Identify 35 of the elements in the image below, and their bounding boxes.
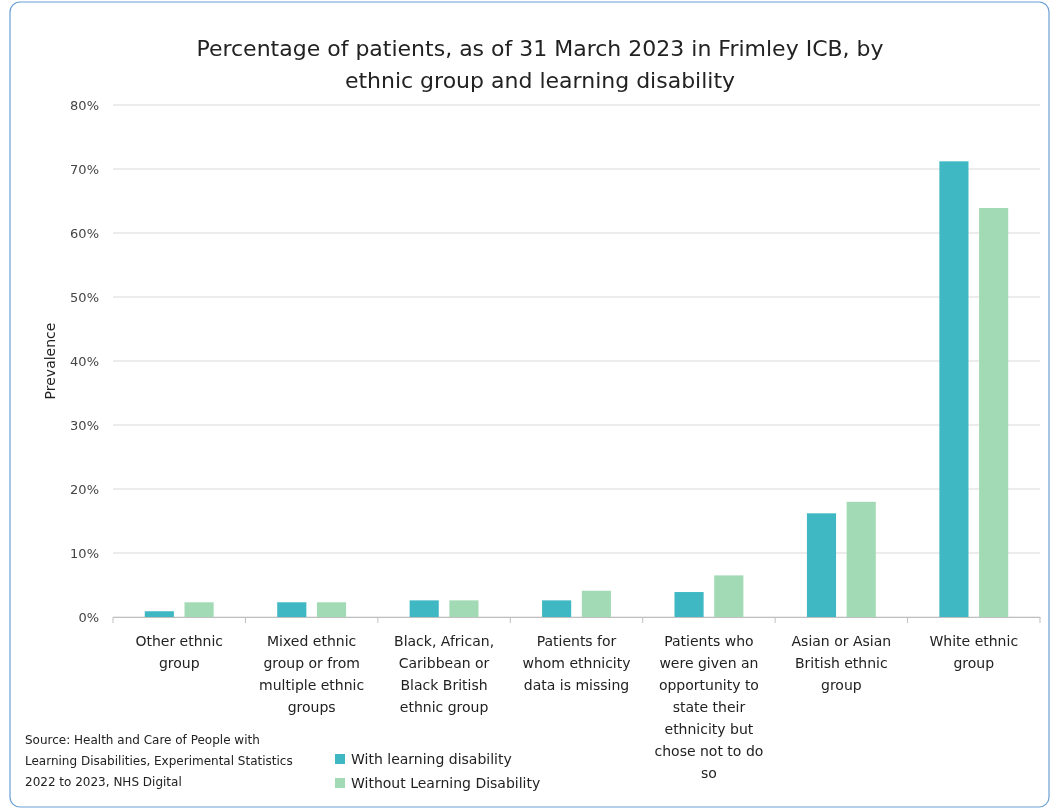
x-tick-label: White ethnic group	[929, 633, 1019, 671]
y-tick-label: 80%	[70, 97, 99, 113]
bar	[277, 602, 307, 617]
x-tick-label: Patients for whom ethnicity data is missing	[522, 633, 631, 693]
x-tick-label: Other ethnic group	[135, 633, 224, 671]
y-tick-label: 30%	[70, 417, 99, 433]
bar	[449, 600, 479, 617]
x-tick-label: Black, African, Caribbean or Black British ethnic group	[394, 633, 495, 715]
y-tick-label: 20%	[70, 481, 99, 497]
bar	[846, 501, 876, 617]
bar	[674, 592, 704, 617]
legend-label: With learning disability	[351, 751, 512, 767]
x-tick-label: Patients who were given an opportunity to state their ethnicity but chose not to do so	[654, 633, 764, 781]
bar	[979, 208, 1009, 617]
y-tick-label: 10%	[70, 545, 99, 561]
y-tick-label: 50%	[70, 289, 99, 305]
bar	[542, 600, 572, 617]
bar	[806, 513, 837, 617]
legend-label: Without Learning Disability	[351, 775, 541, 791]
y-axis-title: Prevalence	[42, 322, 58, 400]
bar	[144, 611, 174, 617]
y-tick-label: 40%	[70, 353, 99, 369]
bar	[581, 590, 611, 617]
bar	[939, 161, 969, 617]
source-note: Source: Health and Care of People with Learning Disabilities, Experimental Statistics 2022 to 2023, NHS Digital	[25, 733, 293, 789]
bar	[714, 575, 744, 617]
bar	[409, 600, 439, 617]
x-tick-label: Mixed ethnic group or from multiple ethnic groups	[259, 633, 365, 715]
chart-title: Percentage of patients, as of 31 March 2023 in Frimley ICB, by ethnic group and learning disability	[196, 36, 884, 93]
y-tick-label: 70%	[70, 161, 99, 177]
x-tick-label: Asian or Asian British ethnic group	[791, 633, 892, 693]
bar	[184, 602, 214, 617]
y-tick-label: 60%	[70, 225, 99, 241]
y-tick-label: 0%	[78, 609, 99, 625]
bar	[316, 602, 347, 617]
